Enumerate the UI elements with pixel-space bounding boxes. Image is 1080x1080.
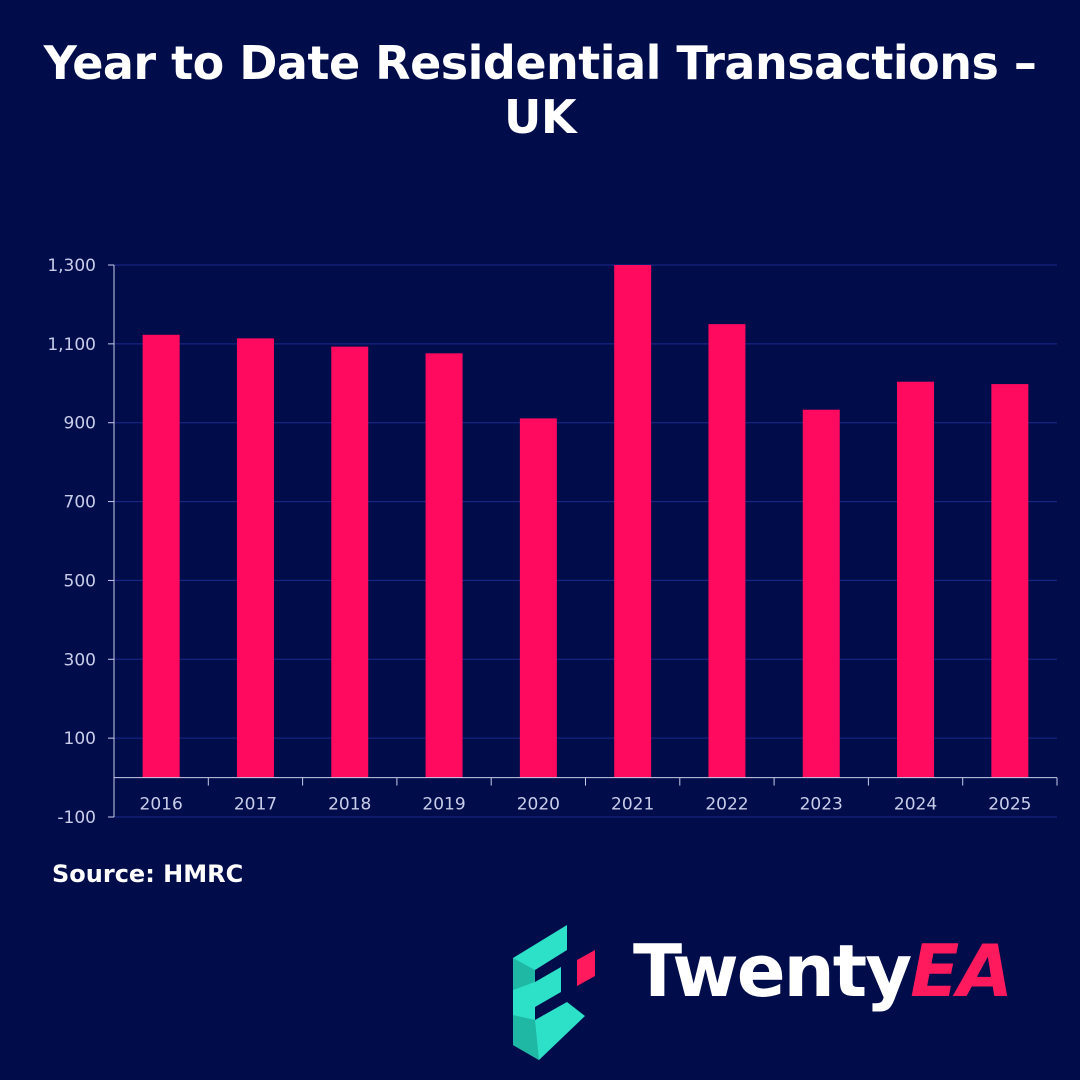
bar-2018	[331, 346, 369, 778]
x-tick-label: 2019	[422, 795, 465, 815]
source-note: Source: HMRC	[52, 860, 244, 888]
bar-2019	[425, 353, 463, 778]
y-tick-label: 1,300	[47, 256, 96, 276]
bar-2017	[236, 338, 274, 778]
bar-2020	[519, 418, 557, 778]
y-tick-label: 300	[64, 650, 96, 670]
bar-2022	[708, 324, 746, 778]
brand-name-twenty: Twenty	[633, 929, 912, 1013]
twentyea-logo-icon	[513, 925, 595, 1060]
y-tick-label: 700	[64, 493, 96, 513]
y-tick-label: 100	[64, 729, 96, 749]
bar-2016	[142, 334, 180, 778]
y-tick-label: 900	[64, 414, 96, 434]
brand-logo: TwentyEA	[505, 915, 1065, 1065]
y-tick-label: 500	[64, 571, 96, 591]
x-tick-label: 2020	[517, 795, 560, 815]
bar-2024	[897, 381, 935, 778]
y-tick-label: 1,100	[47, 335, 96, 355]
x-tick-label: 2025	[988, 795, 1031, 815]
bar-2021	[614, 265, 652, 778]
x-tick-label: 2024	[894, 795, 937, 815]
y-tick-label: -100	[57, 808, 96, 828]
x-tick-label: 2016	[140, 795, 183, 815]
x-tick-label: 2022	[705, 795, 748, 815]
x-tick-label: 2023	[800, 795, 843, 815]
chart-title: Year to Date Residential Transactions – …	[43, 36, 1037, 144]
bar-2025	[991, 384, 1029, 778]
brand-name: TwentyEA	[633, 935, 1013, 1007]
x-tick-label: 2018	[328, 795, 371, 815]
x-tick-label: 2021	[611, 795, 654, 815]
brand-name-ea: EA	[910, 929, 1013, 1013]
bar-2023	[802, 409, 840, 778]
x-tick-label: 2017	[234, 795, 277, 815]
